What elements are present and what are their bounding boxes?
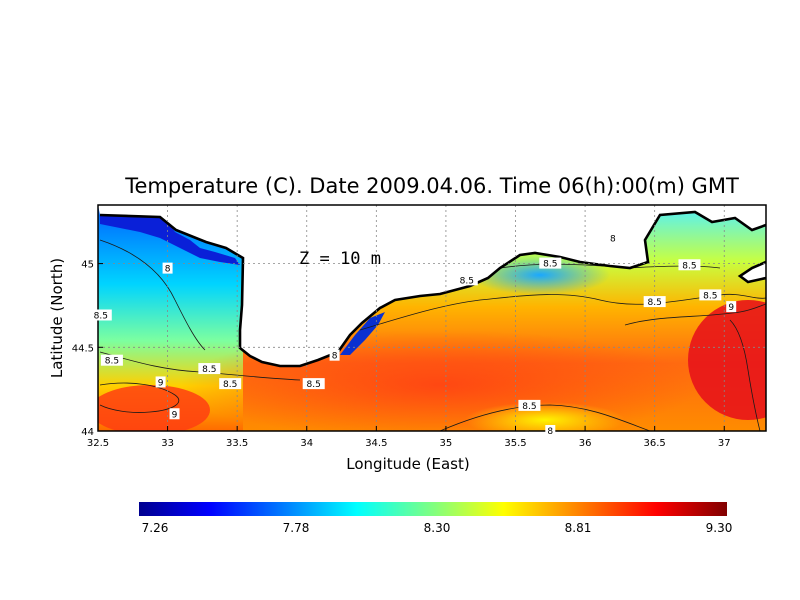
contour-label-16: 8.5 — [522, 402, 536, 412]
x-axis-label: Longitude (East) — [346, 455, 469, 473]
contour-label-bg-12 — [699, 289, 722, 301]
x-tick-label-2: 33.5 — [226, 438, 248, 449]
contour-label-14: 9 — [158, 378, 164, 388]
x-tick-label-1: 33 — [161, 438, 174, 449]
contour-label-15: 9 — [172, 410, 178, 420]
colorbar-tick-label-3: 8.81 — [565, 521, 592, 535]
contour-label-3: 8.5 — [202, 365, 216, 375]
contour-8-5-south — [439, 404, 651, 431]
x-tick-label-5: 35 — [440, 438, 453, 449]
southwest-warm-patch — [98, 385, 210, 431]
y-axis-ticks: 44 44.5 45 — [72, 260, 103, 438]
land-crimea — [98, 205, 766, 366]
contour-label-bg-6 — [329, 349, 340, 361]
contour-label-bg-17 — [545, 425, 556, 436]
x-tick-label-6: 35.5 — [504, 438, 526, 449]
contour-8-5-mid — [624, 303, 766, 326]
contour-label-13: 9 — [728, 303, 734, 313]
contour-8-5-north — [359, 293, 766, 331]
y-tick-label-1: 44.5 — [72, 343, 94, 354]
chart-title: Temperature (C). Date 2009.04.06. Time 0… — [124, 174, 739, 198]
contour-label-6: 8 — [332, 352, 338, 362]
contour-label-bg-5 — [302, 378, 325, 390]
x-axis-ticks: 32.5 33 33.5 34 34.5 35 35.5 36 36.5 37 — [87, 426, 731, 449]
y-tick-label-2: 45 — [81, 260, 94, 271]
east-coastline — [737, 260, 766, 284]
contour-label-2: 8.5 — [105, 357, 119, 367]
colorbar-tick-label-0: 7.26 — [142, 521, 169, 535]
contour-label-0: 8 — [165, 265, 171, 275]
contour-label-bg-11 — [643, 296, 666, 308]
contour-label-11: 8.5 — [648, 298, 662, 308]
contour-label-bg-7 — [455, 274, 478, 286]
y-tick-label-0: 44 — [81, 427, 94, 438]
contour-label-bg-16 — [518, 399, 541, 411]
contour-label-bg-9 — [607, 232, 618, 244]
temperature-field — [98, 205, 766, 431]
colorbar-tick-label-2: 8.30 — [424, 521, 451, 535]
contour-label-5: 8.5 — [307, 380, 321, 390]
depth-annotation: Z = 10 m — [299, 249, 381, 269]
contour-label-8: 8.5 — [543, 260, 557, 270]
contour-label-bg-3 — [198, 363, 221, 375]
y-axis-label: Latitude (North) — [48, 258, 66, 378]
contour-9-west — [99, 382, 180, 413]
colorbar-ticks: 7.26 7.78 8.30 8.81 9.30 — [142, 521, 733, 535]
contour-label-bg-8 — [539, 257, 562, 269]
contour-8 — [99, 239, 206, 351]
land-east-coast — [740, 262, 766, 282]
x-tick-label-4: 34.5 — [365, 438, 387, 449]
contour-label-7: 8.5 — [460, 276, 474, 286]
contour-label-10: 8.5 — [682, 261, 696, 271]
cool-shelf-patch — [465, 402, 625, 431]
contour-label-12: 8.5 — [703, 291, 717, 301]
contour-label-4: 8.5 — [223, 380, 237, 390]
contour-9-east — [729, 319, 761, 431]
contour-label-bg-14 — [155, 376, 166, 388]
contour-label-bg-2 — [100, 354, 123, 366]
coastline — [99, 210, 766, 368]
contour-label-bg-0 — [162, 262, 173, 274]
eastern-warm-region — [688, 300, 766, 420]
colorbar-tick-label-1: 7.78 — [283, 521, 310, 535]
contour-label-bg-10 — [678, 259, 701, 271]
x-tick-label-3: 34 — [300, 438, 313, 449]
contour-label-1: 8.5 — [94, 311, 108, 321]
cold-water-coast — [340, 312, 385, 355]
colorbar-tick-label-4: 9.30 — [706, 521, 733, 535]
contour-labels: 8 8.5 8.5 8.5 8.5 8.5 8 8.5 8.5 8 8.5 8.5 8.5 9 9 9 8.5 8 — [89, 232, 737, 437]
x-tick-label-0: 32.5 — [87, 438, 109, 449]
contour-label-bg-1 — [89, 309, 112, 321]
cold-water-northwest — [100, 215, 240, 265]
contour-label-bg-15 — [169, 408, 180, 420]
x-tick-label-8: 36.5 — [644, 438, 666, 449]
x-tick-label-9: 37 — [718, 438, 731, 449]
contour-label-9: 8 — [610, 234, 616, 244]
contour-label-17: 8 — [547, 427, 553, 437]
contour-label-bg-13 — [726, 301, 737, 313]
x-tick-label-7: 36 — [579, 438, 592, 449]
colorbar — [139, 502, 727, 516]
contour-label-bg-4 — [219, 378, 242, 390]
